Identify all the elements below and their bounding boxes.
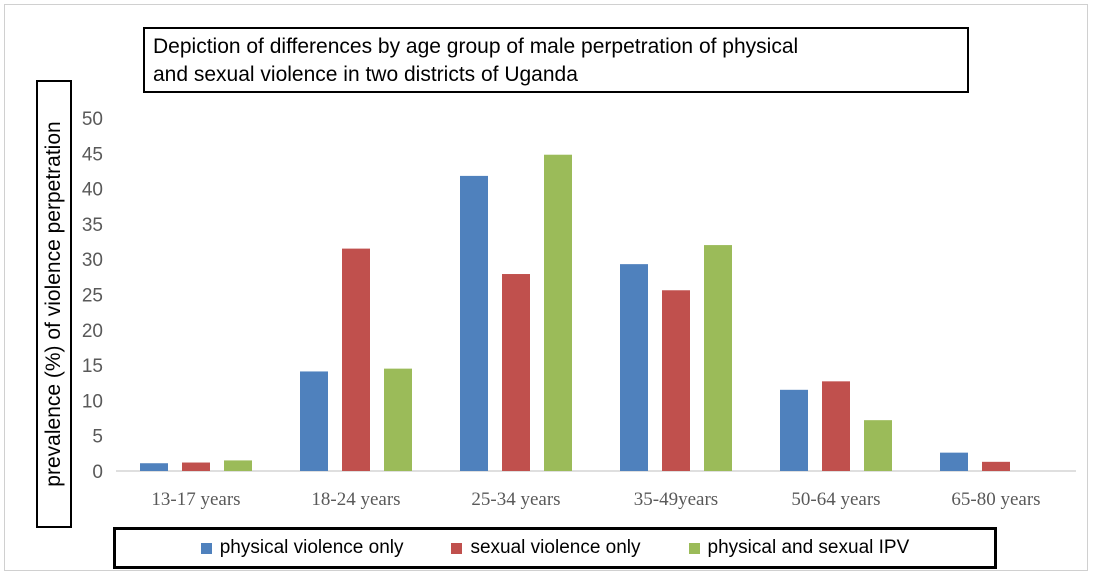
legend-label: sexual violence only	[470, 537, 641, 558]
chart-title-line-2: and sexual violence in two districts of …	[153, 63, 578, 86]
y-tick-label: 35	[82, 215, 103, 236]
bar	[140, 463, 168, 471]
x-tick-label: 25-34 years	[471, 489, 560, 510]
bar	[780, 389, 808, 471]
chart-frame	[4, 4, 1088, 571]
x-tick-label: 50-64 years	[791, 489, 880, 510]
bar	[224, 460, 252, 471]
x-tick-label: 18-24 years	[311, 489, 400, 510]
legend-swatch-physical	[200, 542, 212, 554]
x-tick-label: 35-49years	[634, 489, 718, 510]
y-tick-label: 50	[82, 109, 103, 130]
x-tick-label: 65-80 years	[951, 489, 1040, 510]
bar	[822, 381, 850, 471]
bar	[704, 245, 732, 471]
bar	[544, 154, 572, 471]
legend-entry: sexual violence only	[451, 537, 641, 559]
y-tick-label: 25	[82, 286, 103, 307]
bar	[384, 368, 412, 471]
bar	[460, 175, 488, 471]
bar	[342, 248, 370, 471]
y-tick-label: 30	[82, 250, 103, 271]
y-axis-label: prevalence (%) of violence perpetration	[42, 121, 65, 487]
bar	[982, 461, 1010, 471]
y-tick-label: 5	[92, 427, 103, 448]
y-tick-label: 10	[82, 391, 103, 412]
x-tick-label: 13-17 years	[151, 489, 240, 510]
bar	[300, 371, 328, 471]
legend-label: physical and sexual IPV	[707, 537, 910, 558]
legend-entry: physical violence only	[200, 537, 404, 559]
bar	[620, 264, 648, 471]
chart-title: Depiction of differences by age group of…	[143, 27, 969, 93]
legend-swatch-both	[688, 542, 700, 554]
y-tick-label: 0	[92, 462, 103, 483]
bar	[182, 462, 210, 471]
y-tick-label: 40	[82, 180, 103, 201]
chart-title-line-1: Depiction of differences by age group of…	[153, 35, 799, 58]
y-axis-label-box: prevalence (%) of violence perpetration	[36, 80, 72, 528]
y-tick-label: 20	[82, 321, 103, 342]
bar	[864, 420, 892, 471]
bar	[940, 452, 968, 471]
y-tick-label: 15	[82, 356, 103, 377]
y-tick-label: 45	[82, 144, 103, 165]
legend: physical violence only sexual violence o…	[113, 527, 997, 569]
legend-entry: physical and sexual IPV	[688, 537, 910, 559]
bar	[502, 274, 530, 471]
legend-label: physical violence only	[219, 537, 404, 558]
bar	[662, 290, 690, 471]
legend-swatch-sexual	[451, 542, 463, 554]
